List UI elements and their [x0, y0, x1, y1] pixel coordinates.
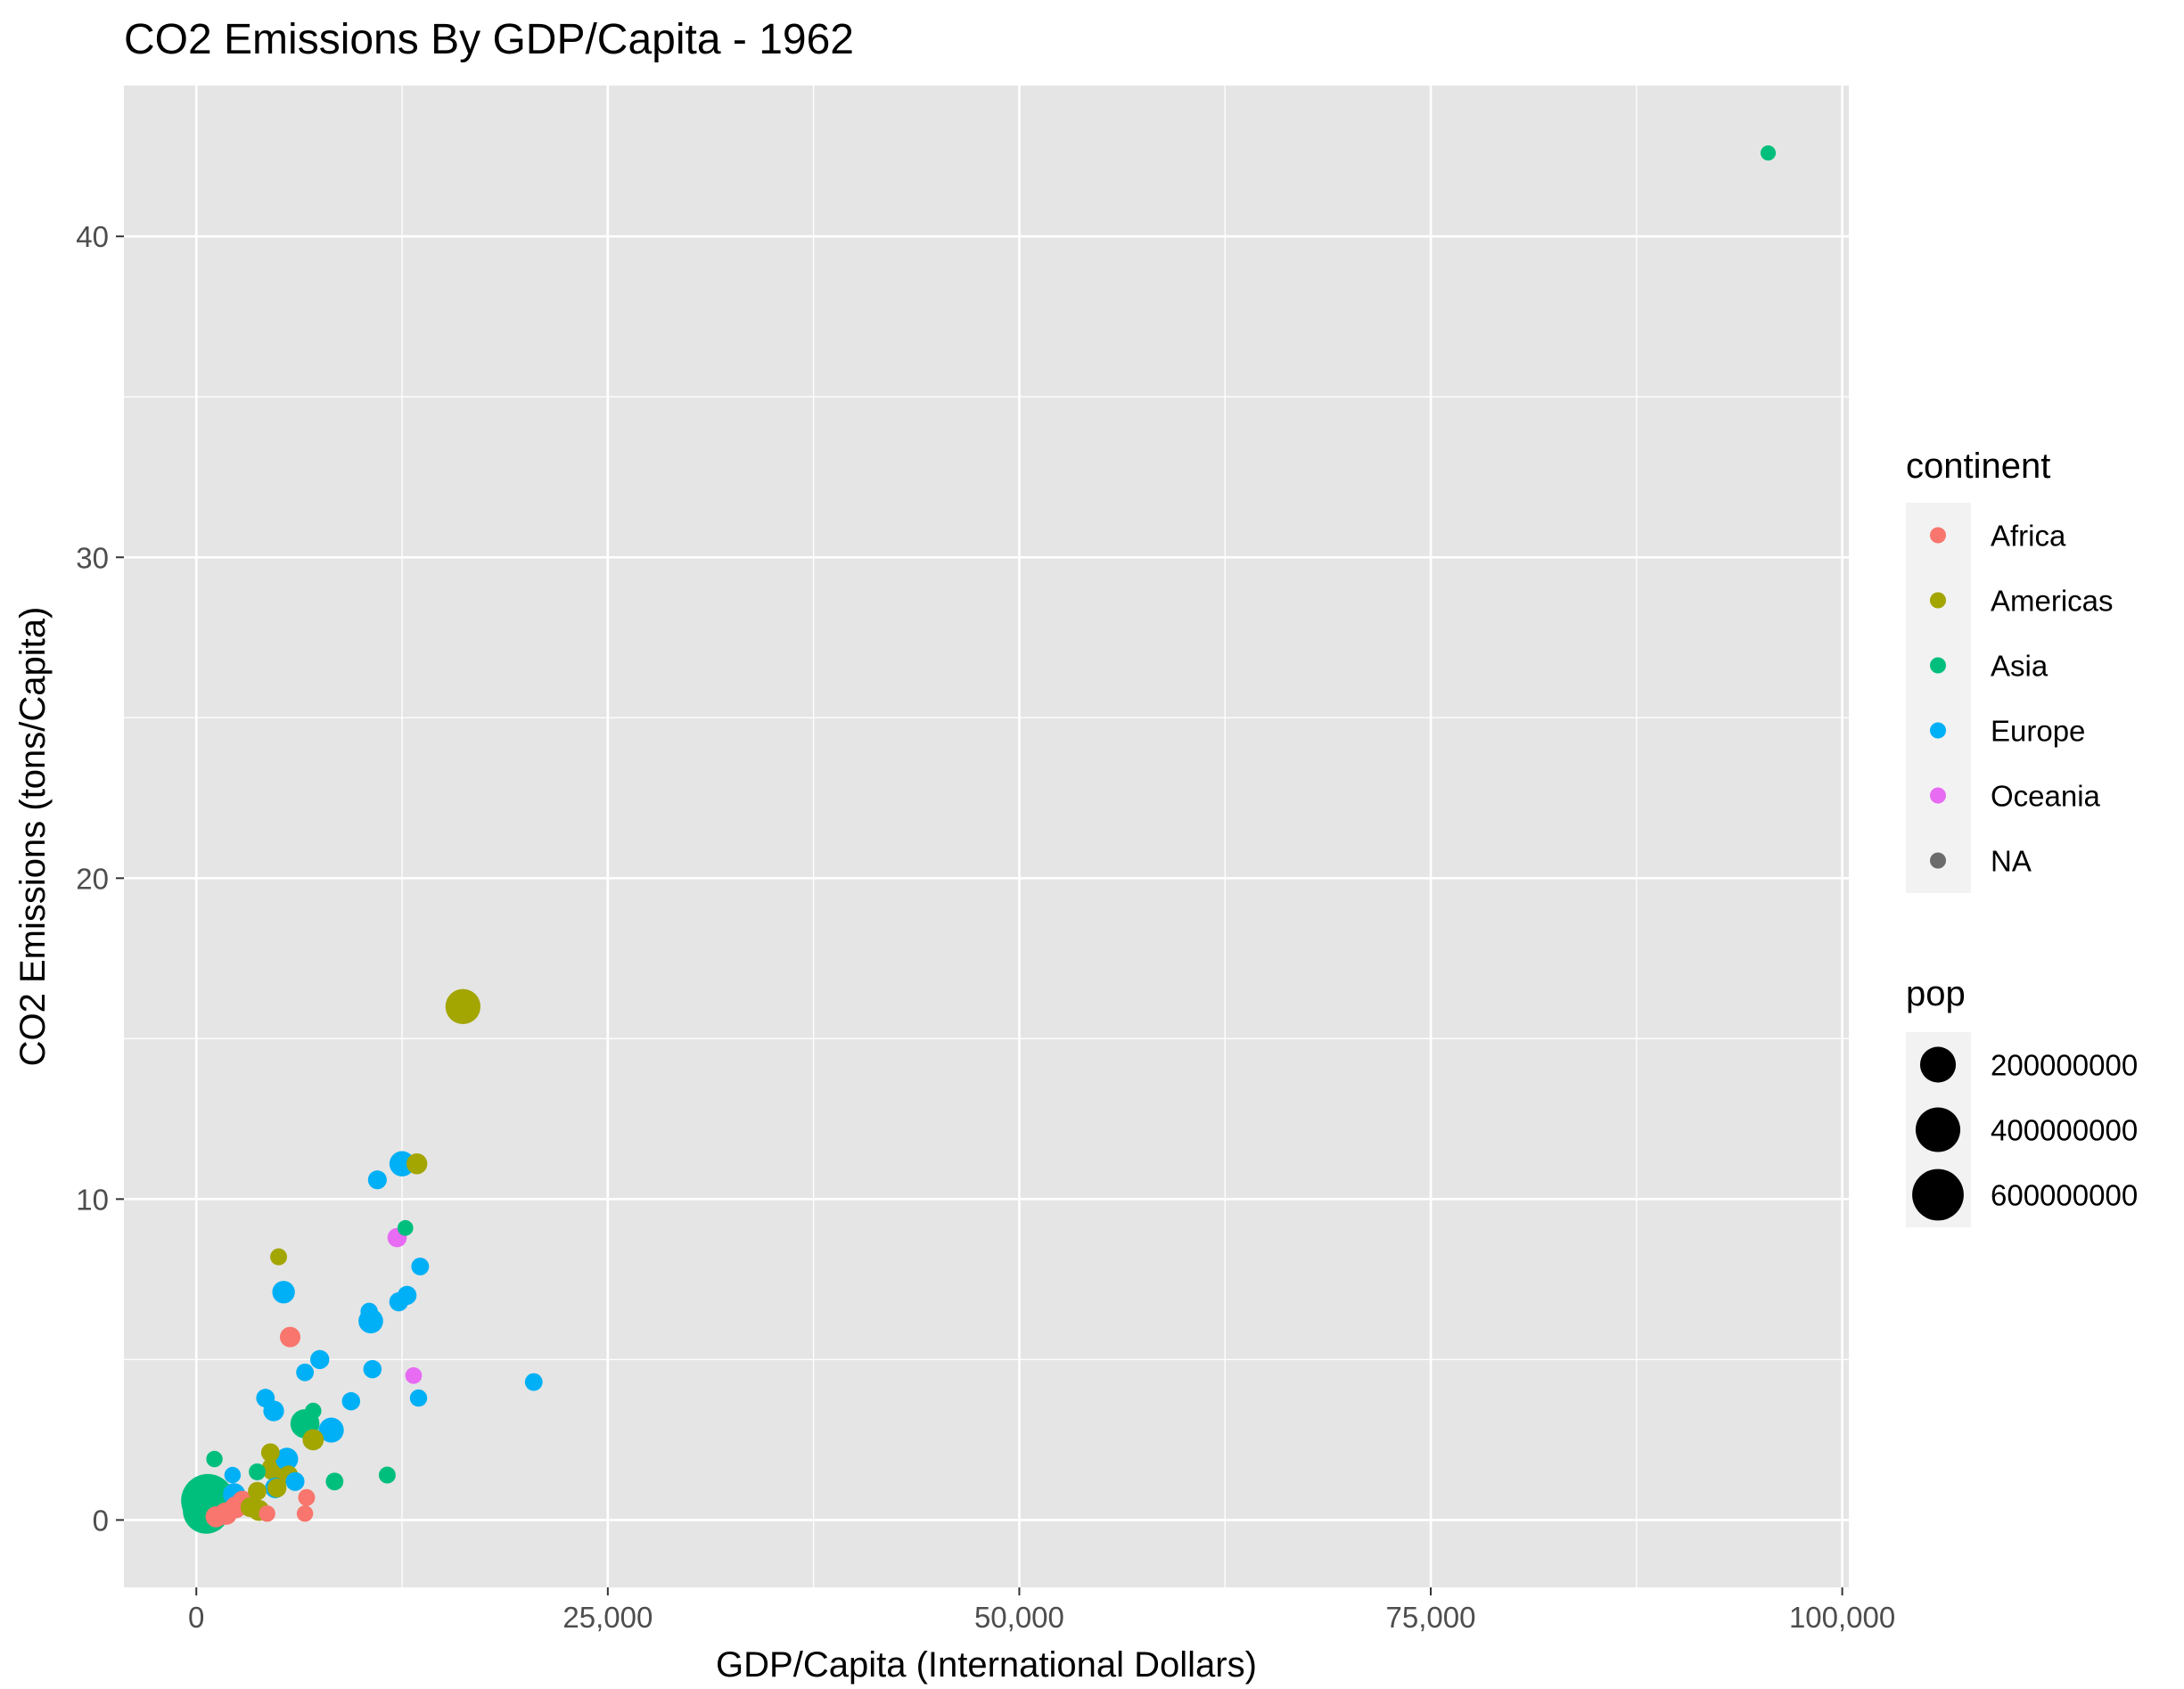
- data-point-africa: [298, 1488, 316, 1506]
- x-tick-label: 75,000: [1386, 1601, 1476, 1634]
- data-point-africa: [279, 1326, 301, 1348]
- legend-key-europe: [1930, 722, 1946, 739]
- data-point-asia: [1760, 145, 1777, 161]
- size-legend-label: 400000000: [1991, 1114, 2138, 1147]
- color-legend-keys-background: [1906, 503, 1971, 893]
- data-point-americas: [302, 1429, 324, 1451]
- size-legend-label: 200000000: [1991, 1049, 2138, 1082]
- data-point-europe: [411, 1258, 430, 1275]
- legend-key-americas: [1930, 592, 1946, 609]
- data-point-europe: [409, 1389, 428, 1407]
- size-legend-key: [1915, 1107, 1961, 1152]
- data-point-europe: [272, 1281, 295, 1304]
- major-gridlines: [124, 86, 1849, 1587]
- data-point-oceania: [405, 1367, 423, 1384]
- chart-title: CO2 Emissions By GDP/Capita - 1962: [124, 16, 854, 63]
- x-tick-label: 25,000: [562, 1601, 653, 1634]
- data-point-africa: [296, 1505, 314, 1522]
- legend-key-africa: [1930, 527, 1946, 544]
- data-point-europe: [275, 1447, 299, 1471]
- x-axis-title: GDP/Capita (International Dollars): [716, 1645, 1257, 1685]
- data-point-europe: [256, 1389, 275, 1407]
- y-tick-label: 30: [76, 541, 109, 574]
- legend-key-oceania: [1930, 787, 1946, 804]
- data-point-europe: [389, 1291, 409, 1312]
- data-point-americas: [248, 1481, 267, 1501]
- data-point-europe: [224, 1466, 242, 1484]
- legend-label-asia: Asia: [1991, 650, 2049, 683]
- data-point-africa: [259, 1505, 275, 1522]
- y-tick-label: 10: [76, 1183, 109, 1216]
- legend-label-oceania: Oceania: [1991, 780, 2101, 813]
- data-point-europe: [310, 1349, 330, 1370]
- data-point-europe: [318, 1417, 344, 1443]
- legend-key-asia: [1930, 657, 1946, 674]
- y-axis-title: CO2 Emissions (tons/Capita): [13, 607, 53, 1067]
- legend-label-africa: Africa: [1991, 520, 2066, 553]
- data-point-asia: [325, 1472, 344, 1491]
- legend-label-americas: Americas: [1991, 585, 2114, 618]
- y-axis: 0 10 20 30 40: [76, 220, 124, 1537]
- plot-panel: [124, 86, 1849, 1587]
- data-points: [181, 145, 1777, 1534]
- data-point-europe: [285, 1472, 305, 1491]
- data-point-americas: [406, 1153, 428, 1175]
- minor-gridlines: [124, 86, 1849, 1587]
- data-point-europe: [363, 1359, 382, 1379]
- data-point-africa: [205, 1505, 227, 1528]
- data-point-americas: [267, 1478, 287, 1498]
- data-point-americas: [270, 1248, 288, 1266]
- color-legend: continent Africa Americas Asia Europe Oceani…: [1906, 447, 2114, 893]
- data-point-europe: [341, 1391, 361, 1411]
- data-point-americas: [445, 988, 481, 1024]
- data-point-asia: [206, 1450, 223, 1468]
- data-point-asia: [397, 1219, 414, 1236]
- x-tick-label: 50,000: [974, 1601, 1064, 1634]
- size-legend: pop 200000000 400000000 600000000: [1906, 974, 2138, 1227]
- y-tick-label: 0: [93, 1504, 109, 1537]
- y-tick-label: 40: [76, 220, 109, 253]
- x-tick-label: 0: [188, 1601, 204, 1634]
- legend-label-na: NA: [1991, 845, 2032, 878]
- data-point-americas: [260, 1443, 280, 1463]
- data-point-asia: [305, 1402, 322, 1420]
- data-point-europe: [367, 1170, 387, 1190]
- legend-key-na: [1930, 852, 1946, 869]
- size-legend-title: pop: [1906, 974, 1966, 1013]
- y-tick-label: 20: [76, 862, 109, 895]
- data-point-europe: [389, 1151, 415, 1177]
- x-tick-label: 100,000: [1789, 1601, 1895, 1634]
- x-axis: 0 25,000 50,000 75,000 100,000: [188, 1587, 1895, 1634]
- data-point-asia: [378, 1466, 396, 1484]
- size-legend-label: 600000000: [1991, 1179, 2138, 1212]
- data-point-asia: [249, 1463, 267, 1480]
- color-legend-title: continent: [1906, 447, 2050, 486]
- size-legend-key: [1912, 1168, 1964, 1221]
- size-legend-key: [1919, 1046, 1957, 1083]
- legend-label-europe: Europe: [1991, 715, 2085, 748]
- data-point-europe: [360, 1302, 378, 1321]
- data-point-europe: [296, 1363, 315, 1382]
- data-point-europe: [524, 1373, 543, 1391]
- data-point-americas: [240, 1496, 261, 1518]
